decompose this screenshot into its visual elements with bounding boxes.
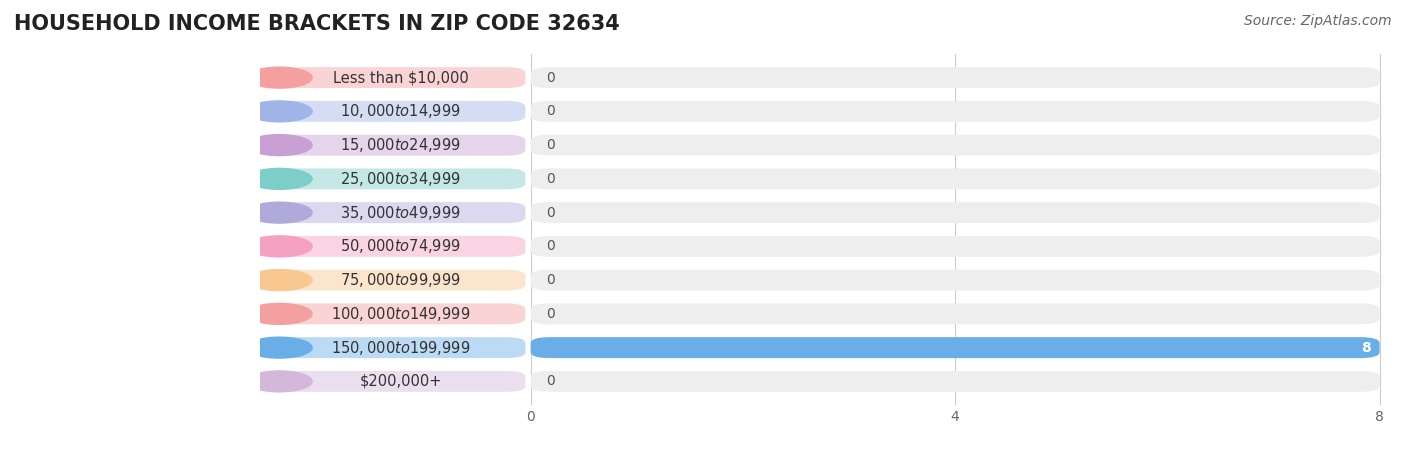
FancyBboxPatch shape (530, 67, 1379, 88)
Text: $200,000+: $200,000+ (360, 374, 441, 389)
Text: $50,000 to $74,999: $50,000 to $74,999 (340, 237, 461, 255)
Text: 0: 0 (547, 374, 555, 388)
FancyBboxPatch shape (530, 303, 1379, 324)
Circle shape (246, 101, 312, 122)
Text: 0: 0 (547, 71, 555, 85)
Text: Less than $10,000: Less than $10,000 (333, 70, 468, 85)
Circle shape (246, 236, 312, 257)
Circle shape (246, 202, 312, 223)
FancyBboxPatch shape (530, 168, 1379, 189)
FancyBboxPatch shape (530, 135, 1379, 156)
Text: 0: 0 (547, 307, 555, 321)
Text: $10,000 to $14,999: $10,000 to $14,999 (340, 102, 461, 120)
Text: $35,000 to $49,999: $35,000 to $49,999 (340, 203, 461, 221)
Text: 0: 0 (547, 206, 555, 220)
Text: 0: 0 (547, 104, 555, 118)
Text: 0: 0 (547, 239, 555, 253)
FancyBboxPatch shape (266, 135, 526, 156)
Text: $25,000 to $34,999: $25,000 to $34,999 (340, 170, 461, 188)
Circle shape (246, 135, 312, 156)
FancyBboxPatch shape (266, 303, 526, 324)
Text: 0: 0 (547, 138, 555, 152)
FancyBboxPatch shape (530, 337, 1379, 358)
FancyBboxPatch shape (530, 202, 1379, 223)
FancyBboxPatch shape (266, 270, 526, 291)
FancyBboxPatch shape (530, 337, 1379, 358)
Text: $100,000 to $149,999: $100,000 to $149,999 (330, 305, 471, 323)
Text: 0: 0 (547, 273, 555, 287)
Circle shape (246, 303, 312, 324)
FancyBboxPatch shape (266, 337, 526, 358)
FancyBboxPatch shape (266, 202, 526, 223)
FancyBboxPatch shape (266, 236, 526, 257)
Text: $15,000 to $24,999: $15,000 to $24,999 (340, 136, 461, 154)
Text: HOUSEHOLD INCOME BRACKETS IN ZIP CODE 32634: HOUSEHOLD INCOME BRACKETS IN ZIP CODE 32… (14, 14, 620, 33)
FancyBboxPatch shape (530, 101, 1379, 122)
Text: Source: ZipAtlas.com: Source: ZipAtlas.com (1244, 14, 1392, 27)
FancyBboxPatch shape (266, 67, 526, 88)
Circle shape (246, 371, 312, 392)
FancyBboxPatch shape (530, 270, 1379, 291)
FancyBboxPatch shape (530, 236, 1379, 257)
Circle shape (246, 270, 312, 291)
Text: $150,000 to $199,999: $150,000 to $199,999 (330, 338, 471, 356)
FancyBboxPatch shape (266, 168, 526, 189)
Text: 0: 0 (547, 172, 555, 186)
FancyBboxPatch shape (266, 101, 526, 122)
Text: $75,000 to $99,999: $75,000 to $99,999 (340, 271, 461, 289)
FancyBboxPatch shape (530, 371, 1379, 392)
Text: 8: 8 (1361, 341, 1371, 355)
Circle shape (246, 67, 312, 88)
FancyBboxPatch shape (266, 371, 526, 392)
Circle shape (246, 337, 312, 358)
Circle shape (246, 168, 312, 189)
